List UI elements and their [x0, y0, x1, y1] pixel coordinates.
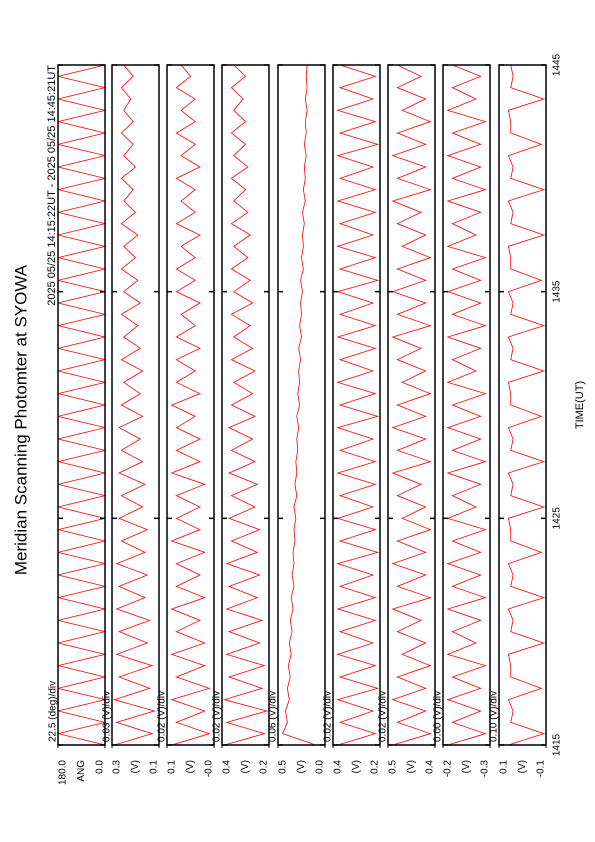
- y-axis-label: (V): [351, 760, 362, 773]
- y-axis-label: (V): [130, 760, 141, 773]
- data-line: [507, 64, 545, 746]
- y-tick-label: 0.4: [333, 760, 344, 774]
- y-tick-label: -0.3: [480, 760, 491, 778]
- landscape-frame: Meridian Scanning Photomter at SYOWA 202…: [11, 53, 585, 785]
- panel-scale: 0.06 (V)/div: [268, 691, 279, 742]
- panel-frame: [498, 64, 547, 746]
- data-line: [282, 64, 316, 746]
- y-tick-label: 0.3: [112, 760, 123, 774]
- y-tick-label: 0.2: [259, 760, 270, 774]
- y-tick-label: -0.0: [204, 760, 215, 778]
- data-line: [57, 64, 106, 746]
- y-tick-label: 0.1: [149, 760, 160, 774]
- y-tick-label: 180.0: [58, 760, 69, 785]
- x-tick-label: 1415: [552, 733, 563, 756]
- panel-scale: 0.02 (V)/div: [212, 691, 223, 742]
- y-tick-label: 0.4: [222, 760, 233, 774]
- panel-frame: [111, 64, 160, 746]
- panel-frame: [166, 64, 215, 746]
- panel-scale: 0.02 (V)/div: [157, 691, 168, 742]
- y-tick-label: 0.5: [388, 760, 399, 774]
- y-tick-label: 0.1: [499, 760, 510, 774]
- panel-frame: [387, 64, 436, 746]
- panel-frame: [442, 64, 491, 746]
- panel-scale: 0.03 (V)/div: [102, 691, 113, 742]
- y-axis-label: ANG: [76, 760, 87, 782]
- x-tick-label: 1425: [552, 507, 563, 530]
- x-axis-label: TIME(UT): [574, 381, 586, 429]
- x-tick-label: 1445: [552, 53, 563, 76]
- y-axis-label: (V): [461, 760, 472, 773]
- y-tick-label: 0.1: [167, 760, 178, 774]
- panel-scale: 0.02 (V)/div: [378, 691, 389, 742]
- y-axis-label: (V): [406, 760, 417, 773]
- data-line: [446, 64, 487, 746]
- y-axis-label: (V): [240, 760, 251, 773]
- y-axis-label: (V): [517, 760, 528, 773]
- data-line: [391, 64, 432, 746]
- panel-frame: [57, 64, 106, 746]
- chart-subtitle: 2025 05/25 14:15:22UT - 2025 05/25 14:45…: [46, 65, 58, 306]
- data-line: [336, 64, 380, 746]
- panel-scale: 0.00 (V)/div: [433, 691, 444, 742]
- x-tick-label: 1435: [552, 280, 563, 303]
- y-tick-label: 0.5: [278, 760, 289, 774]
- panel-frame: [221, 64, 270, 746]
- data-line: [222, 64, 269, 746]
- panel-frame: [277, 64, 326, 746]
- y-tick-label: 0.0: [95, 760, 106, 774]
- panel-scale: 0.02 (V)/div: [323, 691, 334, 742]
- panel-frame: [332, 64, 381, 746]
- panel-scale: 0.10 (V)/div: [489, 691, 500, 742]
- y-axis-label: (V): [185, 760, 196, 773]
- chart-title: Meridian Scanning Photomter at SYOWA: [11, 264, 30, 575]
- y-tick-label: 0.2: [370, 760, 381, 774]
- y-tick-label: 0.4: [425, 760, 436, 774]
- y-tick-label: -0.2: [443, 760, 454, 778]
- data-line: [112, 64, 156, 746]
- y-axis-label: (V): [296, 760, 307, 773]
- data-line: [170, 64, 211, 746]
- y-tick-label: -0.1: [536, 760, 547, 778]
- panel-scale: 22.5 (deg)/div: [48, 681, 59, 742]
- y-tick-label: 0.0: [315, 760, 326, 774]
